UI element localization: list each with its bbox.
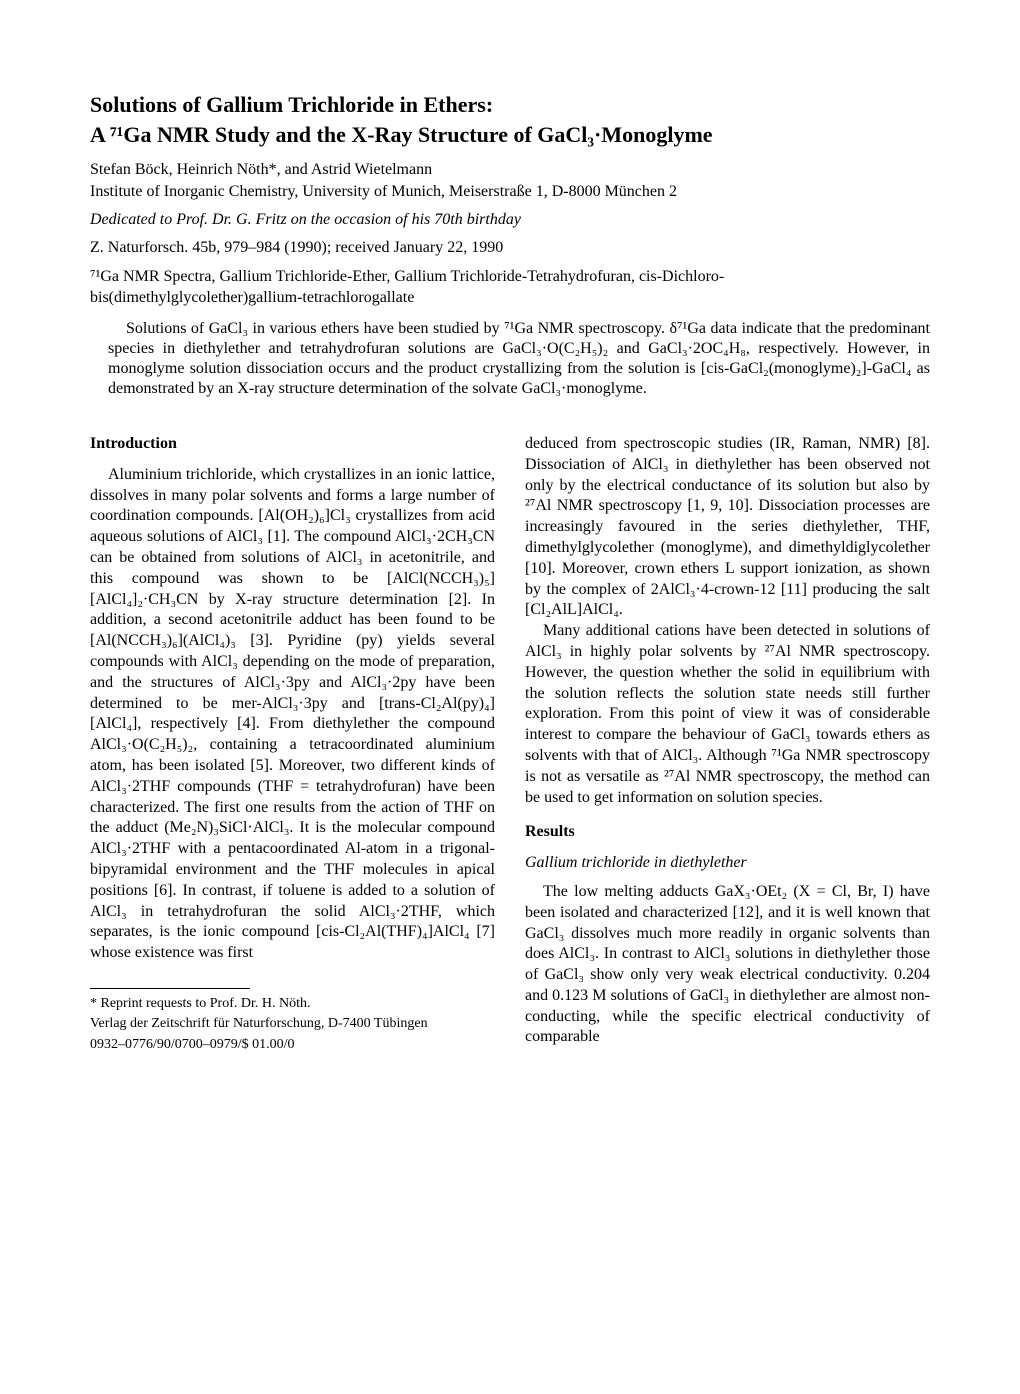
- title-line-1: Solutions of Gallium Trichloride in Ethe…: [90, 90, 930, 120]
- journal-info: Z. Naturforsch. 45b, 979–984 (1990); rec…: [90, 239, 930, 257]
- col2-paragraph-1: deduced from spectroscopic studies (IR, …: [525, 434, 930, 621]
- col2-paragraph-2: Many additional cations have been detect…: [525, 621, 930, 808]
- results-paragraph-1: The low melting adducts GaX₃·OEt₂ (X = C…: [525, 882, 930, 1048]
- introduction-heading: Introduction: [90, 434, 495, 455]
- abstract-text: Solutions of GaCl₃ in various ethers hav…: [108, 319, 930, 399]
- dedication: Dedicated to Prof. Dr. G. Fritz on the o…: [90, 211, 930, 229]
- abstract: Solutions of GaCl₃ in various ethers hav…: [90, 319, 930, 399]
- footnote-block: * Reprint requests to Prof. Dr. H. Nöth.…: [90, 995, 495, 1054]
- affiliation: Institute of Inorganic Chemistry, Univer…: [90, 183, 930, 201]
- results-heading: Results: [525, 822, 930, 843]
- footnote-issn: 0932–0776/90/0700–0979/$ 01.00/0: [90, 1036, 495, 1054]
- footnote-reprint: * Reprint requests to Prof. Dr. H. Nöth.: [90, 995, 495, 1013]
- footnote-publisher: Verlag der Zeitschrift für Naturforschun…: [90, 1015, 495, 1033]
- title-line-2: A ⁷¹Ga NMR Study and the X-Ray Structure…: [90, 120, 930, 150]
- intro-paragraph-1: Aluminium trichloride, which crystallize…: [90, 465, 495, 964]
- article-title: Solutions of Gallium Trichloride in Ethe…: [90, 90, 930, 149]
- right-column: deduced from spectroscopic studies (IR, …: [525, 434, 930, 1056]
- footnote-separator: [90, 988, 250, 989]
- authors: Stefan Böck, Heinrich Nöth*, and Astrid …: [90, 161, 930, 179]
- left-column: Introduction Aluminium trichloride, whic…: [90, 434, 495, 1056]
- keywords: ⁷¹Ga NMR Spectra, Gallium Trichloride-Et…: [90, 267, 930, 309]
- results-subheading: Gallium trichloride in diethylether: [525, 853, 930, 874]
- two-column-body: Introduction Aluminium trichloride, whic…: [90, 434, 930, 1056]
